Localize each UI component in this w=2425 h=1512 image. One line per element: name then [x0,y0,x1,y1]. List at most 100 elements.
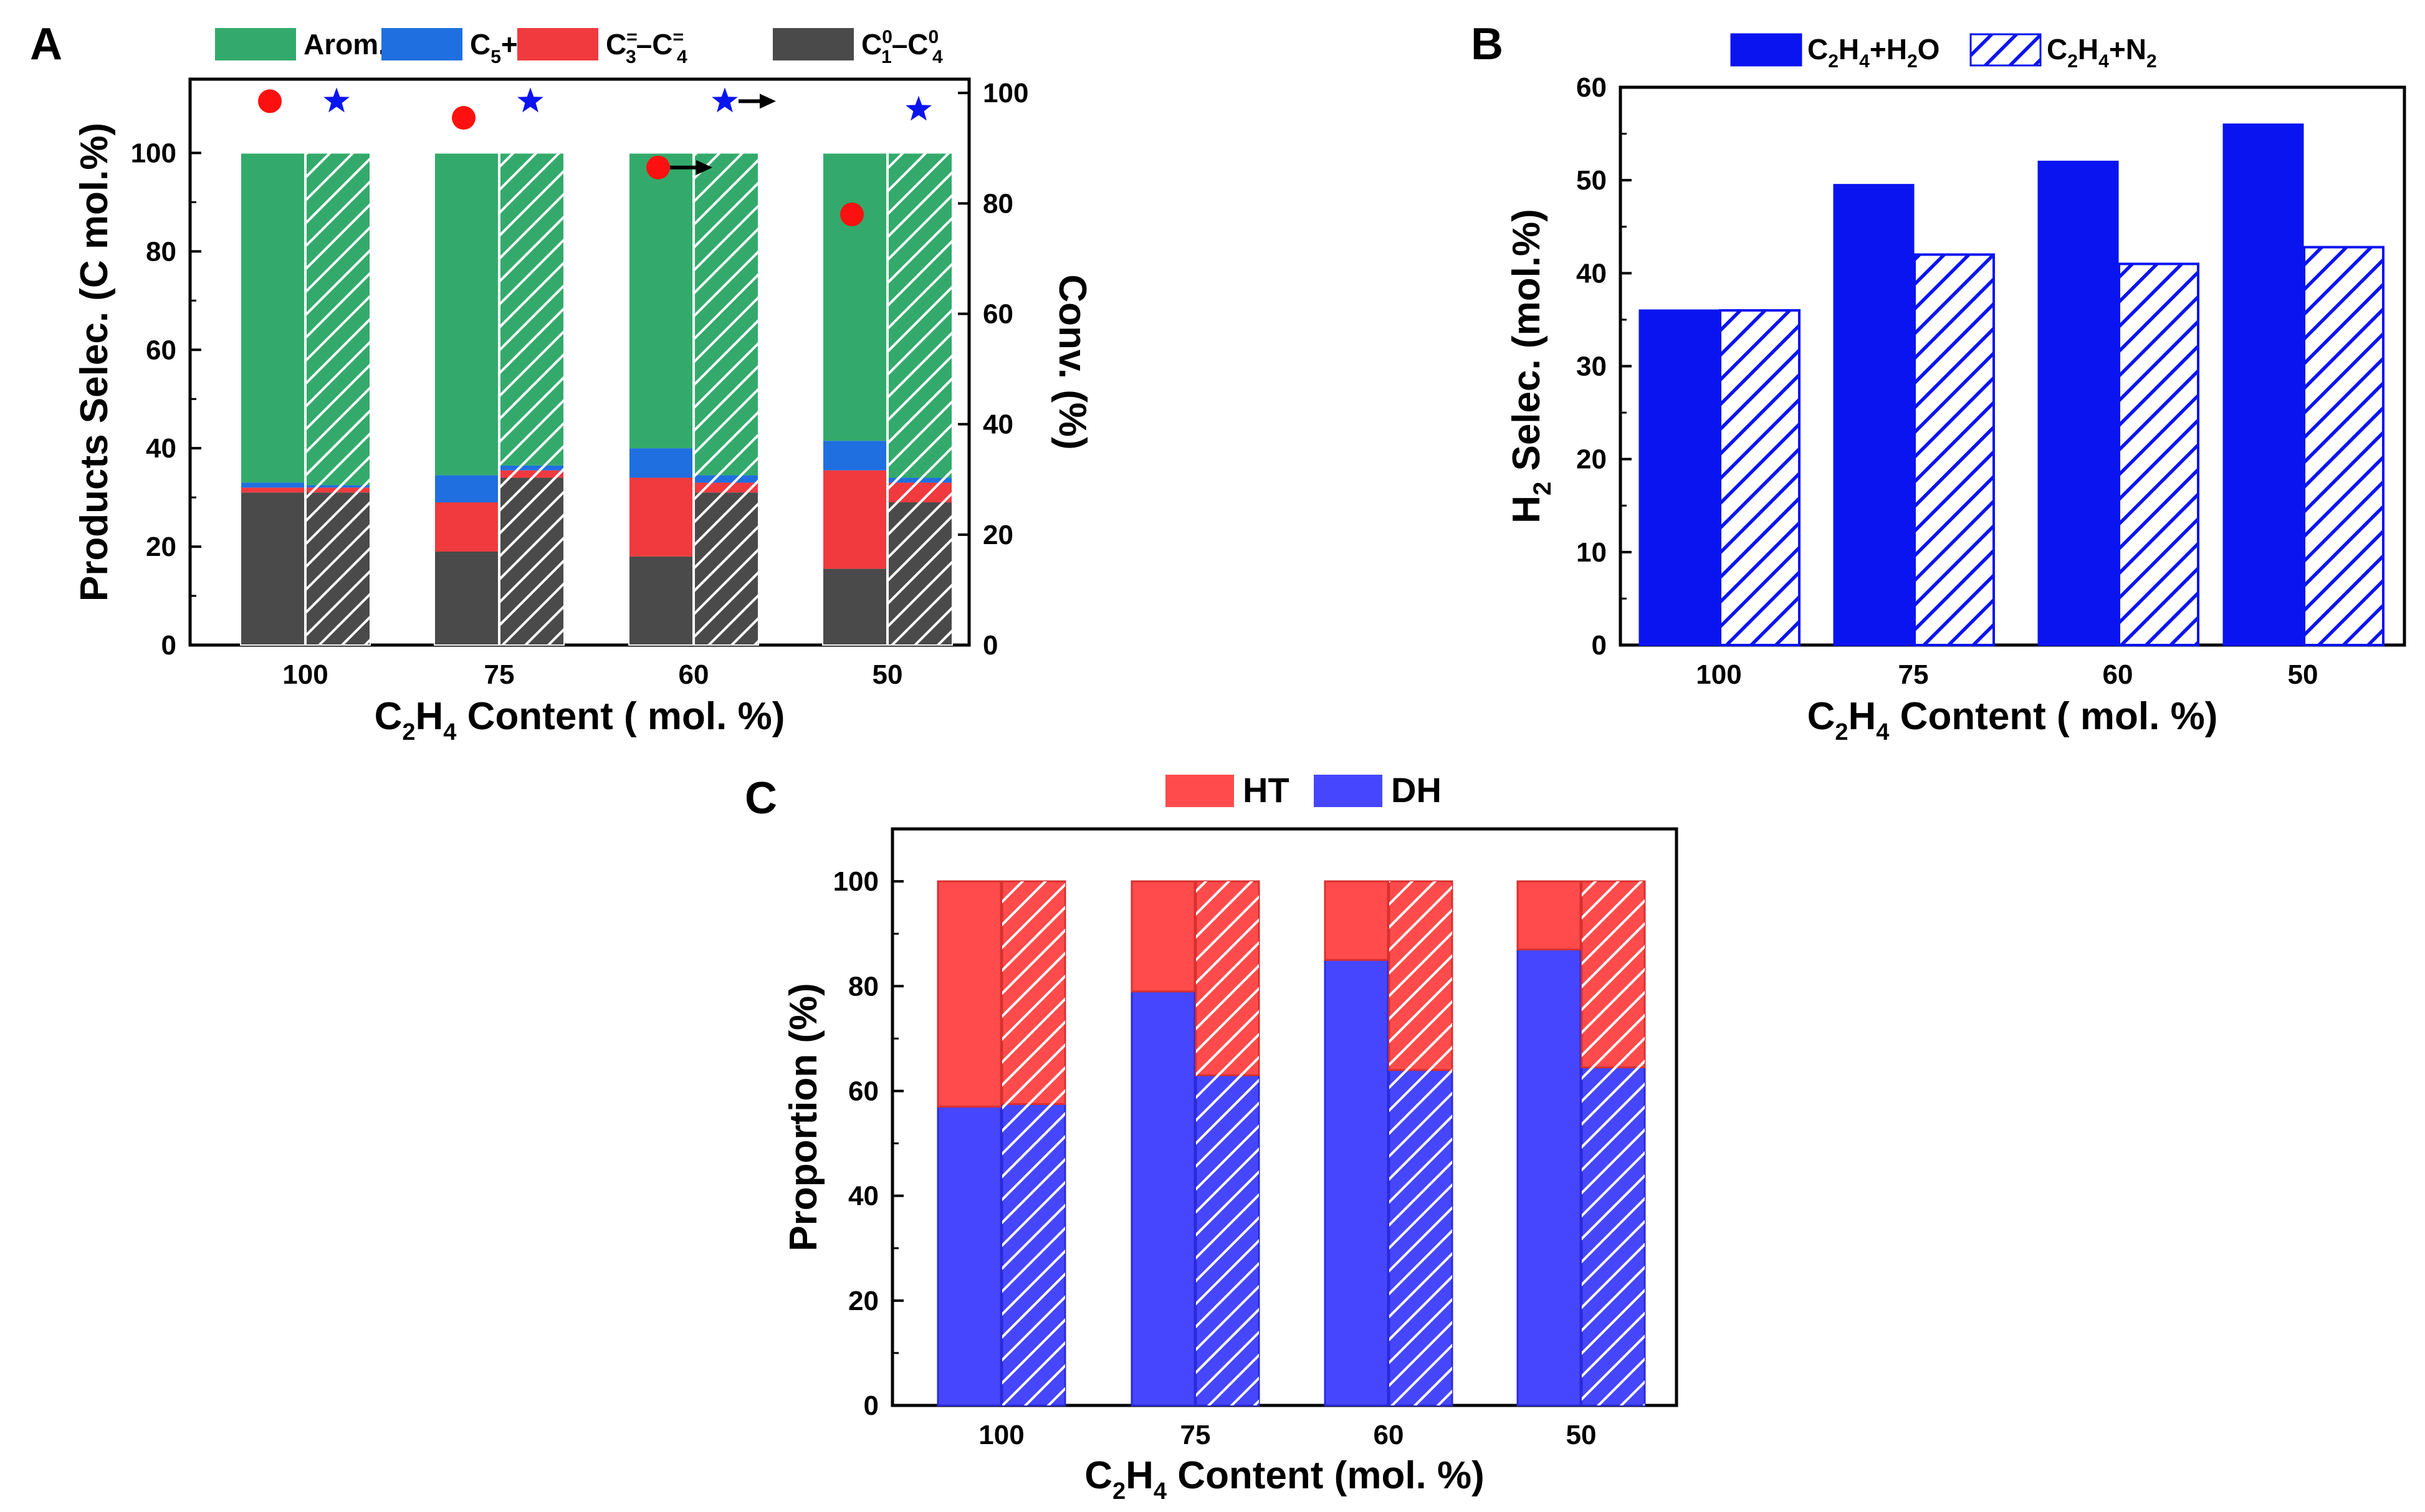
y-tick-label-c: 80 [848,971,879,1002]
y-tick-label-b: 0 [1592,630,1607,661]
conv-circle-marker [258,89,282,113]
y-tick-label-b: 10 [1576,537,1607,568]
legend-label-b: C2H4+H2O [1807,33,1940,72]
bar-n2 [1719,309,1801,646]
bar-hatch-overlay [500,477,564,645]
bar-hatch-overlay [500,465,564,471]
x-tick-label-b: 75 [1898,659,1929,690]
legend-swatch-c [1314,775,1382,807]
bar-outline [887,152,953,646]
legend-label-b: C2H4+N2 [2047,33,2157,72]
bar-outline [628,152,694,646]
chart-a: 0 20 40 60 80 100 0 20 40 60 80 100 100 75 60 50 Product… [73,27,1094,745]
bar-solid-olef [629,477,693,557]
conv-circle-marker [840,203,864,227]
bar-hatch-overlay [500,470,564,478]
y-tick-label-a: 20 [146,532,176,562]
y2-tick-label-a: 0 [983,630,998,661]
bar-hatch-overlay [694,482,758,493]
y-tick-label-c: 20 [848,1286,879,1316]
bar-ht-solid [1516,880,1582,950]
x-axis-label-a: C2H4 Content ( mol. %) [375,695,785,745]
bar-h2o [2222,123,2304,646]
bar-hatch-overlay [888,482,952,503]
bar-solid-arom [823,153,887,441]
bar-hatch-overlay [306,485,370,488]
x-tick-label-a: 75 [484,659,515,690]
bar-solid-paraf [241,492,305,645]
x-tick-label-a: 60 [679,659,709,690]
x-tick-label-b: 50 [2288,659,2318,690]
y2-tick-label-a: 40 [983,409,1013,440]
y2-tick-label-a: 60 [983,299,1013,329]
x-axis-label-b: C2H4 Content ( mol. %) [1807,695,2218,745]
y-axis-label-a: Products Selec. (C mol.%) [73,123,116,601]
bar-solid-arom [241,153,305,483]
y-tick-label-a: 100 [131,138,176,168]
y-tick-label-c: 100 [833,866,879,897]
conv-star-marker [323,87,350,113]
conv-circle-marker [646,155,670,179]
conv-star-marker [712,87,738,113]
legend-swatch-c [1165,775,1234,807]
y-tick-label-b: 40 [1576,258,1607,289]
bar-dh-solid [1131,990,1196,1407]
bar-outline [822,152,887,646]
bar-outline [305,152,371,646]
arrow-circle-axis-head [696,160,712,175]
y-tick-label-a: 80 [146,236,176,267]
y-tick-label-c: 60 [848,1076,879,1106]
bar-solid-c5 [629,448,693,478]
bar-hatch-overlay [694,475,758,483]
bar-hatch-overlay [306,153,370,486]
y-tick-label-a: 60 [146,335,176,365]
legend-label-a: C= 3–C= 4 [606,27,687,67]
plot-frame-a [188,77,971,647]
bar-solid-paraf [823,568,887,645]
bar-n2 [2303,246,2384,647]
bar-hatch-overlay [888,153,952,478]
y-tick-label-b: 20 [1576,444,1607,475]
bar-hatch-overlay [1582,881,1645,1405]
legend-swatch-a [517,28,598,60]
y-tick-label-b: 60 [1576,72,1607,103]
panel-label-b: B [1471,19,1503,69]
y2-tick-label-a: 100 [983,78,1028,108]
x-tick-label-b: 100 [1696,659,1741,690]
bar-outline [694,152,759,646]
bar-dh-solid [1324,959,1389,1407]
x-tick-label-c: 60 [1374,1420,1404,1450]
x-tick-label-a: 100 [282,659,328,690]
bar-solid-olef [823,470,887,569]
y-tick-label-c: 0 [864,1390,879,1421]
panel-label-c: C [745,773,777,823]
bar-hatch-overlay [694,492,758,645]
bar-outline [240,152,305,646]
bar-ht-solid [1131,880,1196,993]
bar-hatch-overlay [888,502,952,645]
y2-tick-label-a: 20 [983,520,1013,550]
y-axis-label-b: H2 Selec. (mol.%) [1505,209,1556,524]
x-axis-label-c: C2H4 Content (mol. %) [1084,1454,1485,1505]
conv-circle-marker [452,106,476,130]
bar-hatch-overlay [306,492,370,645]
bar-h2o [1833,184,1915,646]
y2-axis-label-a: Conv. (%) [1051,274,1094,449]
legend-swatch-a [215,28,296,60]
x-tick-label-b: 60 [2103,659,2133,690]
y2-tick-label-a: 80 [983,188,1013,219]
bar-dh-solid [1516,948,1582,1407]
chart-b: 0 10 20 30 40 50 60 100 75 60 50 H2 Selec. (mol.%) C… [1505,33,2406,745]
bar-solid-olef [241,487,305,493]
bar-solid-paraf [629,556,693,645]
bar-hatch-overlay [888,477,952,483]
x-tick-label-a: 50 [873,659,903,690]
bar-hatch-overlay [306,487,370,493]
bar-solid-arom [629,153,693,449]
legend-label-c: DH [1391,770,1442,810]
plot-frame-c [891,827,1678,1407]
y-tick-label-c: 40 [848,1181,879,1212]
bar-solid-olef [434,502,499,552]
bar-n2 [1913,253,1995,646]
